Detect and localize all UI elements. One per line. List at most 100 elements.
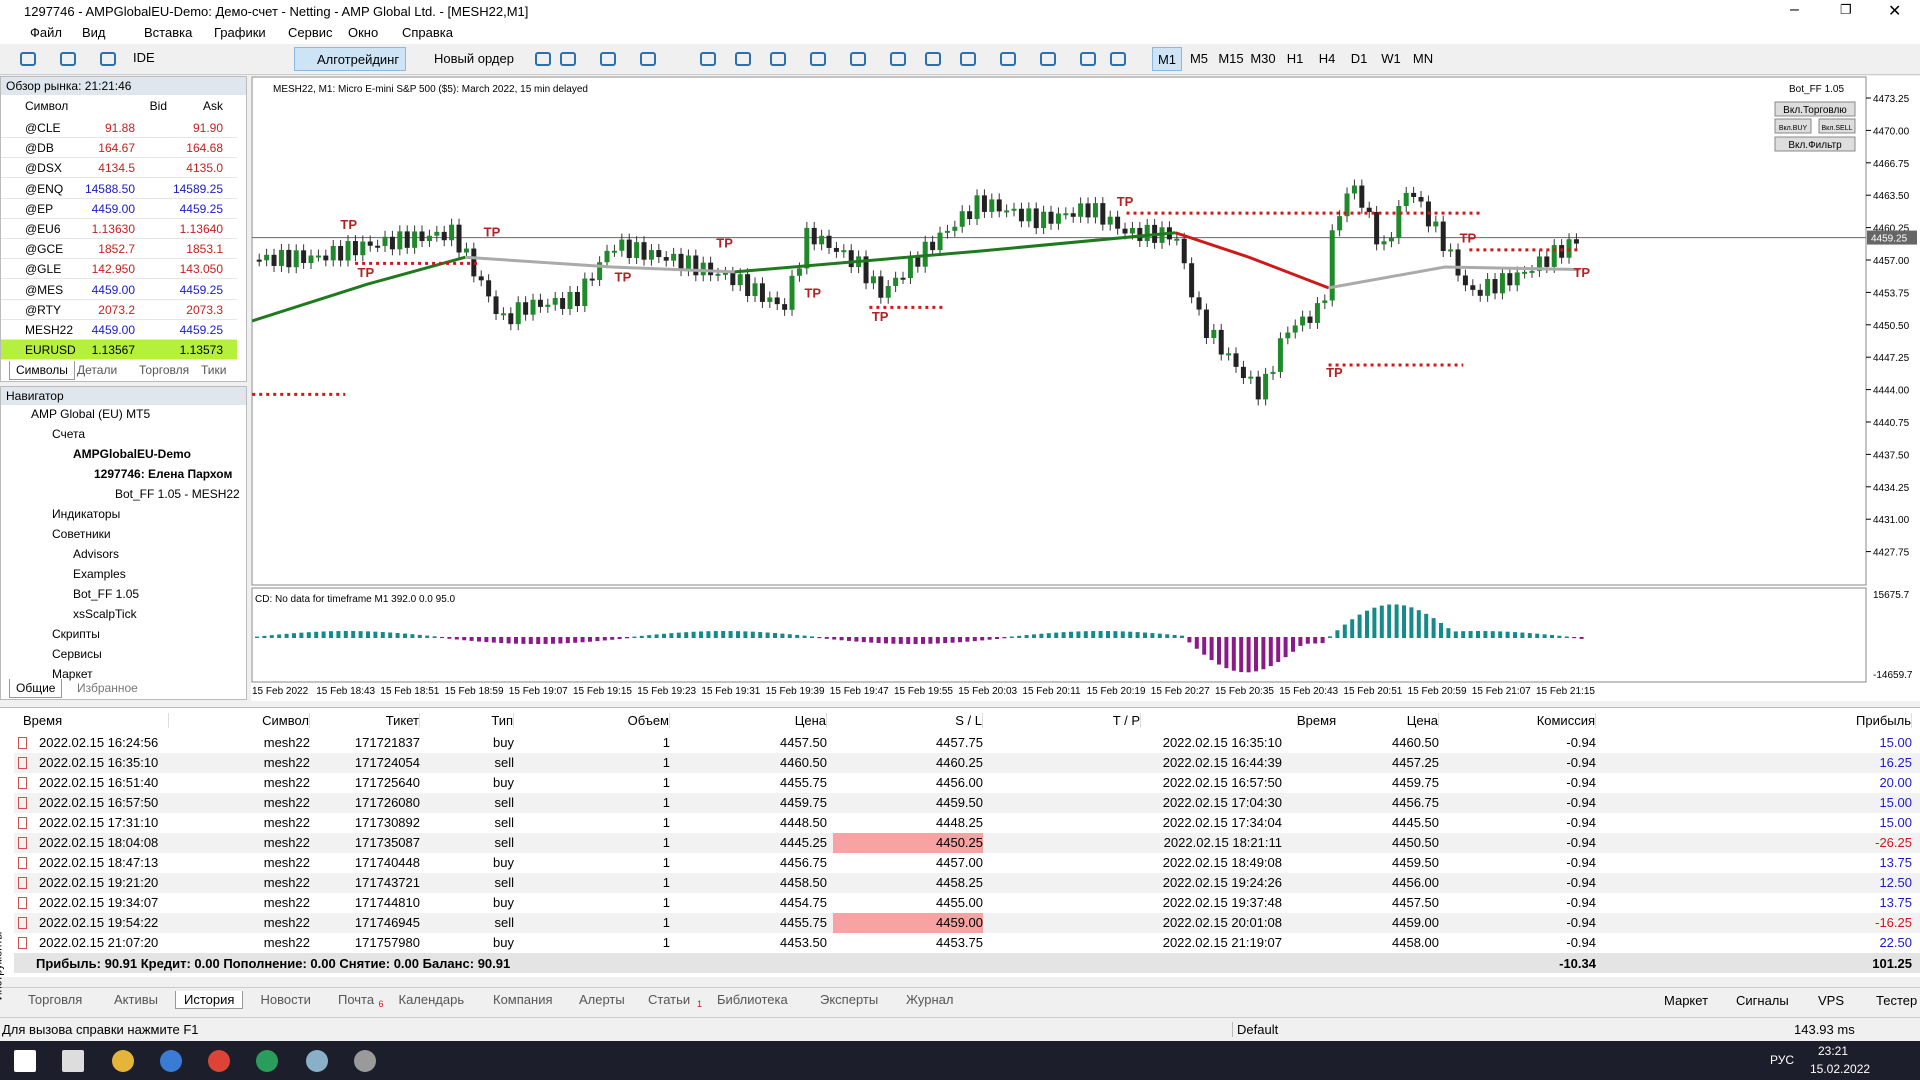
taskbar-icon[interactable]	[112, 1050, 134, 1072]
taskbar-icon[interactable]	[256, 1050, 278, 1072]
bottom-tab[interactable]: Статьи	[648, 992, 691, 1007]
symbol-row[interactable]: @CLE 91.88 91.90	[1, 118, 237, 138]
panel-tab[interactable]: Общие	[9, 679, 63, 698]
trade-row[interactable]: 2022.02.15 19:21:20 mesh22 171743721 sell 1 4…	[14, 873, 1920, 893]
panel-tab[interactable]: Символы	[9, 361, 75, 380]
trade-row[interactable]: 2022.02.15 17:31:10 mesh22 171730892 sell 1 4…	[14, 813, 1920, 833]
menu-item[interactable]: Окно	[348, 25, 379, 40]
toolbar-icon[interactable]	[890, 52, 906, 66]
trade-row[interactable]: 2022.02.15 16:35:10 mesh22 171724054 sell 1 4…	[14, 753, 1920, 773]
menu-item[interactable]: Графики	[214, 25, 266, 40]
symbol-row[interactable]: @DB 164.67 164.68	[1, 138, 237, 159]
taskbar-icon[interactable]	[306, 1050, 328, 1072]
panel-tab[interactable]: Тики	[201, 363, 227, 377]
timeframe-button[interactable]: M1	[1152, 47, 1182, 71]
toolbar-icon[interactable]	[100, 52, 116, 66]
panel-tab[interactable]: Торговля	[139, 363, 190, 377]
bottom-right-button[interactable]: Маркет	[1664, 993, 1709, 1008]
menu-item[interactable]: Файл	[30, 25, 62, 40]
bottom-right-button[interactable]: Сигналы	[1736, 993, 1789, 1008]
bottom-tab[interactable]: Торговля	[28, 992, 83, 1007]
new-order-button[interactable]: Новый ордер	[434, 51, 514, 66]
symbol-row[interactable]: @GCE 1852.7 1853.1	[1, 239, 237, 260]
toolbar-icon[interactable]	[600, 52, 616, 66]
toolbar-icon[interactable]	[1080, 52, 1096, 66]
bottom-right-button[interactable]: VPS	[1818, 993, 1845, 1008]
trade-row[interactable]: 2022.02.15 18:04:08 mesh22 171735087 sell 1 4…	[14, 833, 1920, 853]
toolbar-icon[interactable]	[810, 52, 826, 66]
symbol-row[interactable]: @DSX 4134.5 4135.0	[1, 158, 237, 179]
nav-item[interactable]: Скрипты	[52, 627, 100, 641]
timeframe-button[interactable]: M30	[1250, 51, 1276, 66]
nav-item[interactable]: Examples	[73, 567, 126, 581]
toolbar-icon[interactable]	[770, 52, 786, 66]
algo-trading-button[interactable]: Алготрейдинг	[294, 47, 407, 71]
nav-item[interactable]: xsScalpTick	[73, 607, 137, 621]
menu-item[interactable]: Вставка	[144, 25, 193, 40]
timeframe-button[interactable]: M15	[1218, 51, 1244, 66]
toolbar-icon[interactable]	[735, 52, 751, 66]
bottom-tab[interactable]: История	[175, 991, 244, 1009]
nav-item[interactable]: Индикаторы	[52, 507, 121, 521]
menu-item[interactable]: Справка	[402, 25, 453, 40]
nav-item[interactable]: AMPGlobalEU-Demo	[73, 447, 192, 461]
taskbar-icon[interactable]	[354, 1050, 376, 1072]
nav-item[interactable]: Сервисы	[52, 647, 102, 661]
toolbar-icon[interactable]	[1000, 52, 1016, 66]
maximize[interactable]: ❐	[1840, 2, 1852, 17]
menu-item[interactable]: Сервис	[288, 25, 333, 40]
bottom-tab[interactable]: Компания	[493, 992, 553, 1007]
symbol-row[interactable]: @ENQ 14588.50 14589.25	[1, 179, 237, 199]
timeframe-button[interactable]: H4	[1318, 51, 1336, 66]
taskbar-icon[interactable]	[160, 1050, 182, 1072]
symbol-row[interactable]: @GLE 142.950 143.050	[1, 259, 237, 280]
nav-item[interactable]: Advisors	[73, 547, 120, 561]
menu-item[interactable]: Вид	[82, 25, 106, 40]
toolbar-icon[interactable]	[1110, 52, 1126, 66]
nav-item[interactable]: Счета	[52, 427, 86, 441]
nav-item[interactable]: Bot_FF 1.05	[73, 587, 140, 601]
bottom-tab[interactable]: Календарь	[398, 992, 465, 1007]
timeframe-button[interactable]: D1	[1350, 51, 1368, 66]
trade-row[interactable]: 2022.02.15 16:24:56 mesh22 171721837 buy 1 44…	[14, 733, 1920, 753]
toolbar-icon[interactable]	[20, 52, 36, 66]
nav-item[interactable]: Bot_FF 1.05 - MESH22	[115, 487, 240, 501]
taskbar-icon[interactable]	[14, 1050, 36, 1072]
trade-row[interactable]: 2022.02.15 16:57:50 mesh22 171726080 sell 1 4…	[14, 793, 1920, 813]
bottom-tab[interactable]: Почта	[338, 992, 375, 1007]
timeframe-button[interactable]: MN	[1412, 51, 1434, 66]
trade-row[interactable]: 2022.02.15 21:07:20 mesh22 171757980 buy 1 44…	[14, 933, 1920, 953]
symbol-row[interactable]: @MES 4459.00 4459.25	[1, 280, 237, 300]
toolbar-icon[interactable]	[700, 52, 716, 66]
toolbar-icon[interactable]	[535, 52, 551, 66]
bottom-tab[interactable]: Эксперты	[820, 992, 879, 1007]
toolbar-icon[interactable]	[850, 52, 866, 66]
symbol-row[interactable]: @EP 4459.00 4459.25	[1, 199, 237, 219]
nav-item[interactable]: Маркет	[52, 667, 93, 681]
close[interactable]: ✕	[1888, 3, 1902, 20]
trade-row[interactable]: 2022.02.15 18:47:13 mesh22 171740448 buy 1 44…	[14, 853, 1920, 873]
toolbar-icon[interactable]	[1040, 52, 1056, 66]
minimize[interactable]: –	[1790, 1, 1799, 18]
taskbar-icon[interactable]	[62, 1050, 84, 1072]
trade-row[interactable]: 2022.02.15 19:54:22 mesh22 171746945 sell 1 4…	[14, 913, 1920, 933]
timeframe-button[interactable]: M5	[1189, 51, 1209, 66]
nav-item[interactable]: AMP Global (EU) MT5	[31, 407, 151, 421]
symbol-row[interactable]: MESH22 4459.00 4459.25	[1, 320, 237, 340]
bottom-tab[interactable]: Журнал	[906, 992, 954, 1007]
symbol-row[interactable]: EURUSD 1.13567 1.13573	[1, 340, 237, 361]
bottom-tab[interactable]: Алерты	[579, 992, 625, 1007]
bottom-tab[interactable]: Активы	[114, 992, 158, 1007]
bottom-tab[interactable]: Библиотека	[717, 992, 788, 1007]
taskbar-icon[interactable]	[208, 1050, 230, 1072]
timeframe-button[interactable]: W1	[1381, 51, 1401, 66]
panel-tab[interactable]: Детали	[77, 363, 118, 377]
nav-item[interactable]: Советники	[52, 527, 111, 541]
nav-item[interactable]: 1297746: Елена Пархом	[94, 467, 233, 481]
toolbar-icon[interactable]	[640, 52, 656, 66]
bottom-right-button[interactable]: Тестер	[1876, 993, 1918, 1008]
panel-tab[interactable]: Избранное	[77, 681, 138, 695]
timeframe-button[interactable]: H1	[1286, 51, 1304, 66]
trade-row[interactable]: 2022.02.15 16:51:40 mesh22 171725640 buy 1 44…	[14, 773, 1920, 793]
ide-button[interactable]: IDE	[133, 50, 155, 65]
